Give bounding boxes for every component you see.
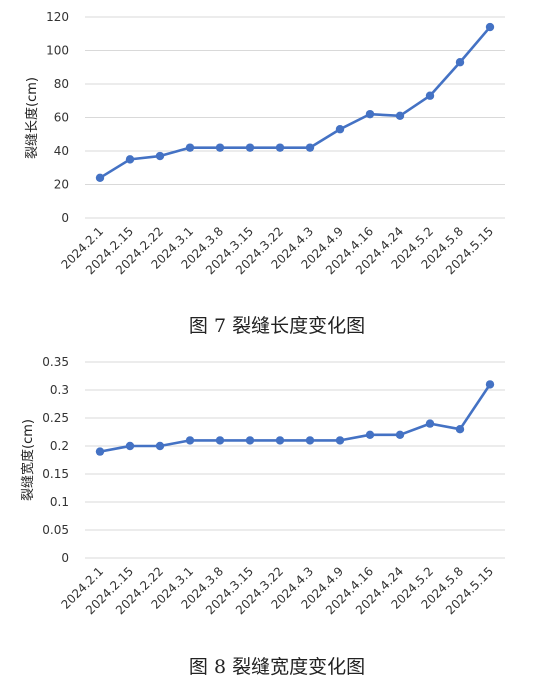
- data-point: [455, 58, 465, 67]
- y-tick-label: 120: [46, 10, 69, 24]
- data-point: [185, 143, 195, 152]
- y-tick-label: 40: [54, 144, 69, 158]
- data-point: [275, 143, 285, 152]
- y-tick-label: 0.25: [42, 411, 69, 425]
- data-point: [365, 109, 375, 119]
- data-point: [425, 419, 435, 428]
- data-point: [125, 155, 135, 164]
- data-point: [95, 447, 105, 456]
- y-tick-label: 0: [61, 211, 69, 225]
- data-point: [155, 441, 165, 451]
- crack-length-chart-svg: 020406080100120裂缝长度(cm)2024.2.12024.2.15…: [24, 10, 505, 277]
- crack-width-chart: 0 0.05 0.1 0.15 0.2 0.25 0.3 0.35 裂缝宽度(cm) 2024.2…: [0, 344, 554, 634]
- data-point: [215, 143, 225, 152]
- data-point: [455, 425, 465, 434]
- series-line: [99, 383, 492, 453]
- data-point: [215, 436, 225, 445]
- y-tick-label: 0.35: [42, 355, 69, 369]
- series-line: [99, 26, 491, 179]
- data-point: [95, 173, 105, 182]
- data-point: [365, 430, 375, 439]
- y-tick-label: 0.3: [50, 383, 69, 397]
- data-point: [335, 436, 345, 445]
- y-tick-label: 0.2: [50, 439, 69, 453]
- data-point: [125, 441, 135, 451]
- data-point: [425, 91, 435, 100]
- data-point: [305, 143, 315, 152]
- chart2-caption: 图 8 裂缝宽度变化图: [188, 656, 366, 678]
- data-point: [485, 22, 495, 32]
- data-point: [485, 380, 495, 389]
- y-tick-label: 80: [54, 77, 69, 91]
- y-tick-label: 0.05: [42, 523, 69, 537]
- y-tick-label: 0.15: [42, 467, 69, 481]
- y-tick-label: 60: [54, 111, 69, 125]
- data-point: [245, 436, 255, 445]
- data-point: [245, 143, 255, 152]
- data-point: [395, 111, 405, 121]
- data-point: [185, 436, 195, 445]
- data-point: [335, 125, 345, 134]
- data-point: [305, 436, 315, 445]
- y-tick-label: 20: [54, 178, 69, 192]
- y-tick-label: 0.1: [50, 495, 69, 509]
- chart1-caption: 图 7 裂缝长度变化图: [188, 315, 366, 337]
- crack-width-chart-svg: 00.050.10.150.20.250.30.35裂缝宽度(cm)2024.2…: [20, 355, 505, 617]
- crack-length-chart: 0 20 40 60 80 100 120 裂缝长度(cm) 2024.2.1 2024.2.15…: [0, 0, 554, 300]
- data-point: [155, 151, 165, 161]
- y-tick-label: 0: [61, 551, 69, 565]
- data-point: [275, 436, 285, 445]
- y-axis-label: 裂缝长度(cm): [24, 77, 40, 159]
- data-point: [395, 430, 405, 439]
- y-tick-label: 100: [46, 44, 69, 58]
- y-axis-label: 裂缝宽度(cm): [20, 419, 36, 501]
